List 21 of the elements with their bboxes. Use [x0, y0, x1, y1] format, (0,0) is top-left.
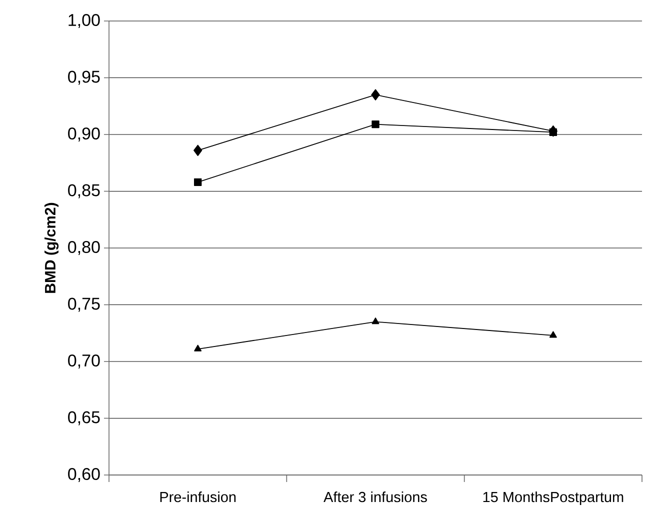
point: [372, 120, 380, 128]
point: [372, 318, 380, 324]
point: [549, 331, 557, 338]
point: [194, 344, 202, 352]
point: [194, 178, 202, 186]
y-tick-label: 0,75: [68, 298, 100, 312]
point: [194, 144, 202, 156]
point: [371, 89, 380, 100]
y-tick-label: 0,70: [68, 354, 100, 369]
y-tick-label: 0,95: [68, 70, 100, 85]
y-tick-label: 0,90: [68, 127, 100, 142]
x-tick-label: After 3 infusions: [324, 492, 427, 502]
x-tick-label: 15 MonthsPostpartum: [483, 492, 624, 506]
y-tick-label: 0,80: [68, 240, 100, 256]
point: [549, 128, 558, 136]
y-tick-label: 0,60: [68, 468, 100, 482]
y-tick-label: 0,65: [68, 411, 100, 426]
x-tick-label: Pre-infusion: [160, 492, 236, 502]
y-tick-label: 0,85: [68, 184, 100, 198]
y-tick-label: 1,00: [68, 14, 100, 28]
y-axis-title: BMD (g/cm2): [44, 202, 59, 293]
